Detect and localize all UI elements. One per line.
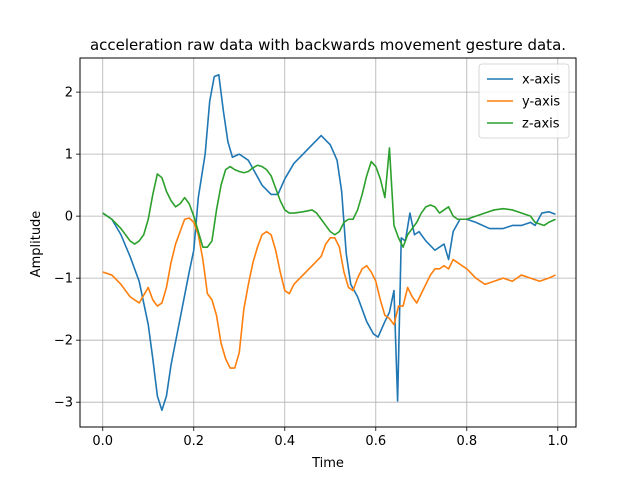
y-tick-label: −3 xyxy=(54,396,73,411)
x-axis-label: Time xyxy=(311,456,344,471)
legend-box xyxy=(478,63,570,139)
y-tick-label: −2 xyxy=(54,334,73,349)
axis-ticks: 0.0 0.2 0.4 0.6 0.8 1.0 −3 −2 −1 0 1 2 xyxy=(54,86,568,449)
legend-label-y-axis: y-axis xyxy=(522,95,560,110)
x-tick-label: 0.0 xyxy=(92,434,113,449)
y-tick-label: 1 xyxy=(65,148,73,163)
x-tick-label: 0.8 xyxy=(456,434,477,449)
x-tick-label: 1.0 xyxy=(547,434,568,449)
series-line-z-axis xyxy=(102,147,556,248)
legend-label-z-axis: z-axis xyxy=(522,117,560,132)
series-line-y-axis xyxy=(102,217,556,369)
y-tick-label: 0 xyxy=(65,210,73,225)
legend-label-x-axis: x-axis xyxy=(522,73,561,88)
y-tick-label: −1 xyxy=(54,272,73,287)
y-tick-label: 2 xyxy=(65,86,73,101)
plot-frame xyxy=(79,57,577,428)
y-axis-label: Amplitude xyxy=(29,211,44,278)
x-tick-label: 0.4 xyxy=(274,434,295,449)
chart-title: acceleration raw data with backwards mov… xyxy=(90,36,566,54)
x-tick-label: 0.2 xyxy=(183,434,204,449)
series-lines xyxy=(102,73,556,412)
legend: x-axis y-axis z-axis xyxy=(478,63,570,139)
x-tick-label: 0.6 xyxy=(365,434,386,449)
